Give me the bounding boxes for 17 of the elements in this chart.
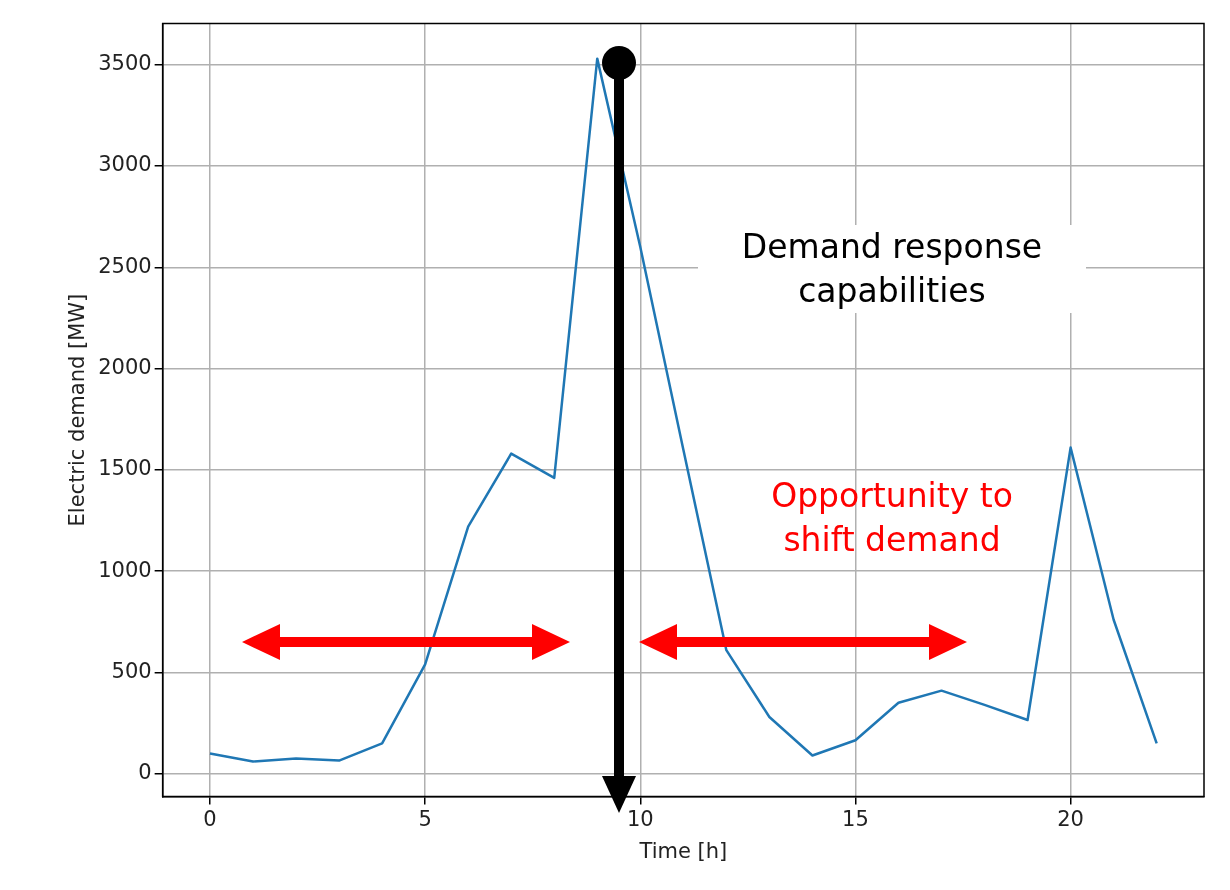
y-tick-label: 1500 <box>98 456 152 481</box>
y-tick-label: 1000 <box>98 557 152 582</box>
annotation: Opportunity to shift demand <box>770 475 1014 561</box>
x-tick-label: 15 <box>842 806 869 831</box>
x-tick-label: 20 <box>1057 806 1084 831</box>
y-tick-label: 3000 <box>98 152 152 177</box>
x-tick-label: 5 <box>418 806 432 831</box>
x-tick-label: 0 <box>203 806 217 831</box>
x-axis-title: Time [h] <box>638 838 728 863</box>
y-tick-label: 0 <box>138 760 152 785</box>
y-tick-label: 3500 <box>98 51 152 76</box>
annotation: Demand response capabilities <box>698 225 1086 313</box>
y-tick-label: 2000 <box>98 355 152 380</box>
x-tick-label: 10 <box>626 806 654 831</box>
y-tick-label: 500 <box>111 658 152 683</box>
y-axis-title: Electric demand [MW] <box>65 293 90 527</box>
y-tick-label: 2500 <box>98 253 152 278</box>
